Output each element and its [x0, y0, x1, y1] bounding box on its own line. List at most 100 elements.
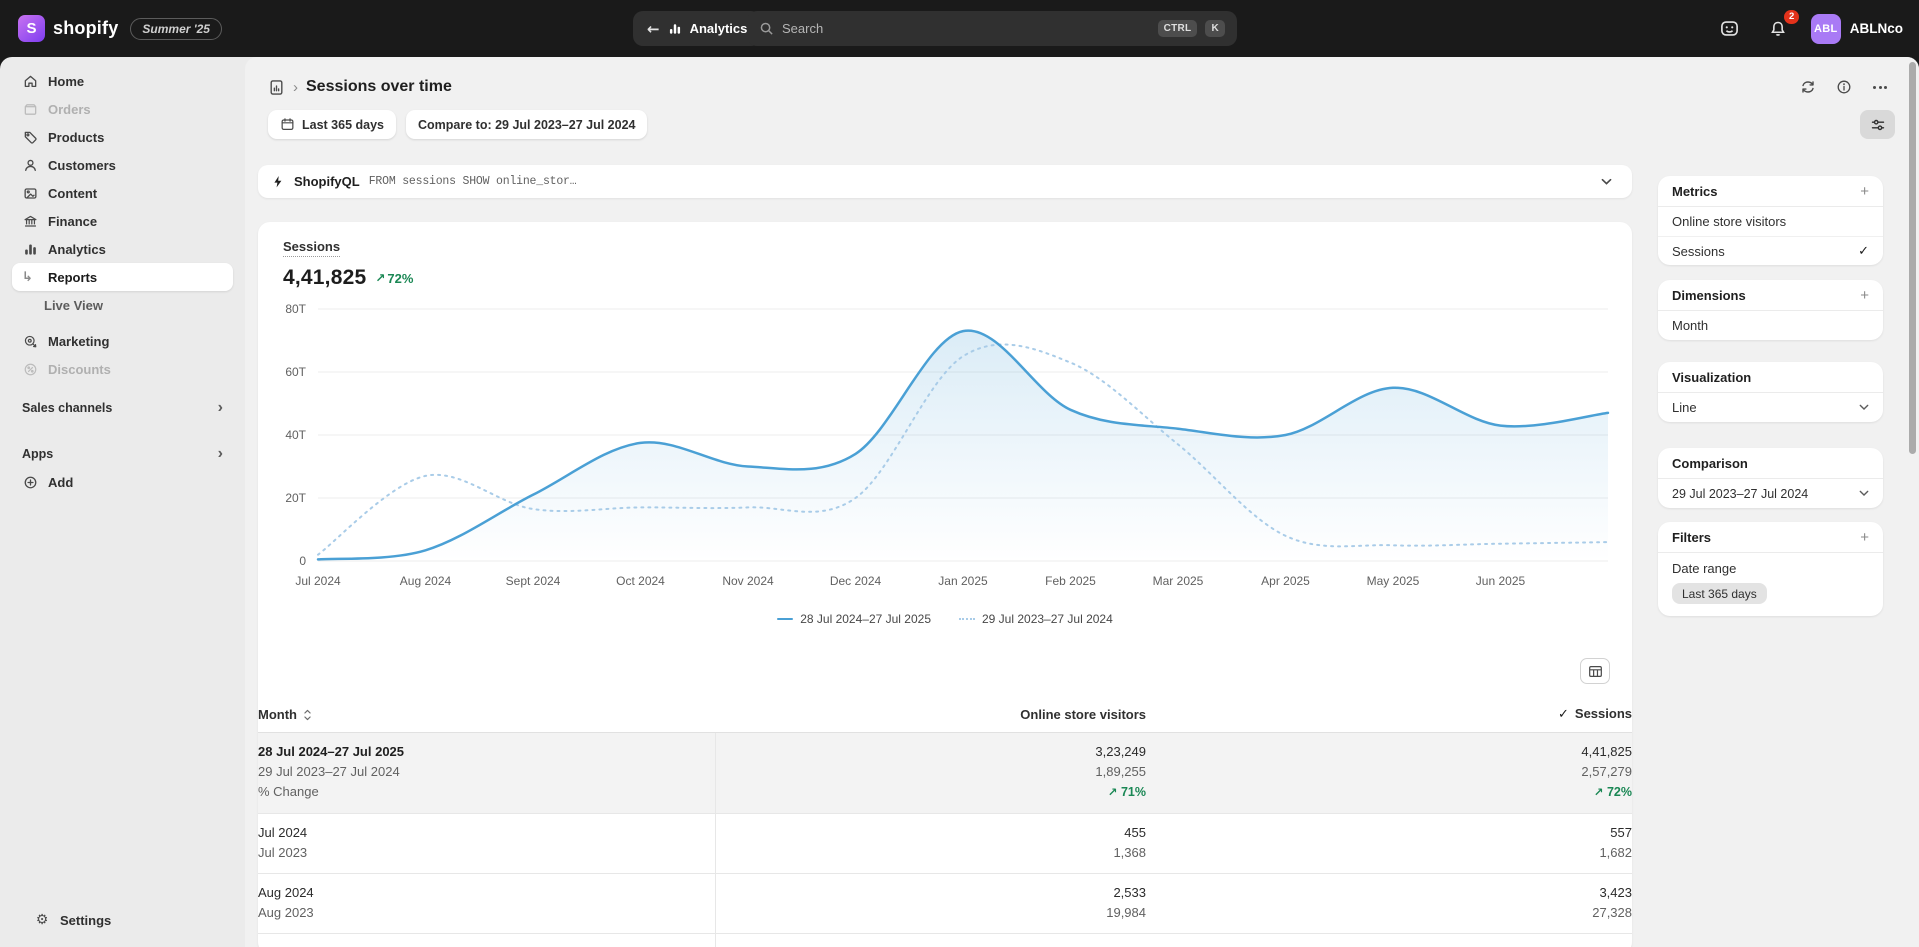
- svg-text:20T: 20T: [285, 491, 306, 505]
- sidekick-button[interactable]: [1715, 14, 1745, 44]
- vertical-scrollbar: [1908, 60, 1916, 947]
- store-menu-button[interactable]: ABL ABLNco: [1810, 13, 1903, 44]
- legend-item-current: 28 Jul 2024–27 Jul 2025: [777, 612, 931, 626]
- table-row: Jul 2024 Jul 2023 455 1,368 557 1,682: [258, 813, 1632, 874]
- breadcrumb: › Sessions over time: [268, 73, 452, 101]
- content-icon: [22, 186, 38, 201]
- products-icon: [22, 130, 38, 145]
- topbar-right: 2 ABL ABLNco: [1715, 0, 1903, 57]
- check-icon: ✓: [1858, 243, 1869, 259]
- report-card: Sessions 4,41,825 ↗ 72% 0 20T 40T 60T 80T Ju: [258, 222, 1632, 947]
- column-header-online-store-visitors[interactable]: Online store visitors: [715, 698, 1146, 733]
- sidebar-section-apps[interactable]: Apps ›: [22, 445, 223, 462]
- more-actions-button[interactable]: [1865, 73, 1895, 101]
- sidebar-item-discounts[interactable]: Discounts: [12, 355, 233, 383]
- svg-text:80T: 80T: [285, 302, 306, 316]
- shopifyql-expand-button[interactable]: [1593, 169, 1619, 195]
- table-view-button[interactable]: [1580, 658, 1610, 684]
- dimensions-panel: Dimensions + Month: [1658, 280, 1883, 340]
- visualization-select[interactable]: Line: [1658, 393, 1883, 422]
- version-badge[interactable]: Summer '25: [130, 17, 222, 40]
- table-summary-row: 28 Jul 2024–27 Jul 2025 29 Jul 2023–27 J…: [258, 732, 1632, 814]
- back-to-analytics-button[interactable]: ← Analytics: [633, 11, 762, 46]
- sidebar-item-home[interactable]: Home: [12, 67, 233, 95]
- search-placeholder: Search: [782, 21, 824, 36]
- gear-icon: ⚙: [35, 912, 49, 928]
- page-title: Sessions over time: [306, 78, 452, 95]
- info-button[interactable]: [1829, 73, 1859, 101]
- customise-panel-toggle-button[interactable]: [1860, 110, 1895, 139]
- svg-text:0: 0: [299, 554, 306, 568]
- filters-panel-title: Filters: [1672, 529, 1712, 545]
- chevron-right-icon: ›: [217, 445, 223, 462]
- date-range-button[interactable]: Last 365 days: [268, 110, 396, 139]
- plus-circle-icon: [22, 475, 38, 490]
- metric-option-sessions[interactable]: Sessions ✓: [1658, 236, 1883, 265]
- table-header-row: Month Online store visitors ✓ Sessions: [258, 698, 1632, 733]
- sidebar-item-marketing[interactable]: Marketing: [12, 327, 233, 355]
- chevron-down-icon: [1859, 490, 1869, 497]
- comparison-panel: Comparison 29 Jul 2023–27 Jul 2024: [1658, 448, 1883, 508]
- add-metric-button[interactable]: +: [1860, 182, 1869, 200]
- sidebar-item-add[interactable]: Add: [12, 468, 233, 496]
- info-icon: [1837, 80, 1851, 94]
- metric-option-online-store-visitors[interactable]: Online store visitors: [1672, 214, 1787, 229]
- svg-text:Aug 2024: Aug 2024: [400, 574, 452, 588]
- sidebar-item-customers[interactable]: Customers: [12, 151, 233, 179]
- analytics-icon: [22, 242, 38, 257]
- scrollbar-thumb[interactable]: [1909, 62, 1916, 454]
- column-header-sessions[interactable]: ✓ Sessions: [1146, 698, 1632, 733]
- search-input[interactable]: Search CTRL K: [747, 11, 1237, 46]
- svg-text:Jul 2024: Jul 2024: [295, 574, 341, 588]
- back-arrow-icon: ←: [647, 19, 660, 38]
- comparison-select[interactable]: 29 Jul 2023–27 Jul 2024: [1658, 479, 1883, 508]
- visualization-panel-title: Visualization: [1672, 369, 1752, 385]
- orders-icon: [22, 102, 38, 117]
- svg-text:Dec 2024: Dec 2024: [830, 574, 882, 588]
- sidebar-item-content[interactable]: Content: [12, 179, 233, 207]
- metric-label[interactable]: Sessions: [283, 239, 341, 257]
- refresh-report-button[interactable]: [1793, 73, 1823, 101]
- bar-chart-icon: [668, 22, 682, 36]
- sidebar-item-orders[interactable]: Orders: [12, 95, 233, 123]
- legend-swatch-current: [777, 617, 794, 621]
- sidebar-item-products[interactable]: Products: [12, 123, 233, 151]
- shopifyql-label: ShopifyQL: [294, 174, 360, 189]
- column-header-month[interactable]: Month: [258, 698, 715, 733]
- chevron-right-icon: ›: [217, 399, 223, 416]
- shopifyql-bar[interactable]: ShopifyQL FROM sessions SHOW online_stor…: [258, 165, 1632, 198]
- visualization-panel: Visualization Line: [1658, 362, 1883, 422]
- metrics-panel: Metrics + Online store visitors Sessions…: [1658, 176, 1883, 265]
- report-doc-icon: [268, 79, 285, 96]
- legend-item-previous: 29 Jul 2023–27 Jul 2024: [959, 612, 1113, 626]
- sidebar-item-settings[interactable]: ⚙ Settings: [24, 906, 245, 934]
- calendar-icon: [280, 117, 295, 132]
- svg-text:Nov 2024: Nov 2024: [722, 574, 774, 588]
- dimensions-panel-title: Dimensions: [1672, 287, 1746, 303]
- lightning-bolt-icon: [271, 175, 285, 189]
- shopify-bag-icon: S: [18, 15, 45, 42]
- table-row: Sept 2024 Sept 2023 16,317 12,130 21,225…: [258, 933, 1632, 947]
- search-icon: [759, 21, 774, 36]
- home-icon: [22, 74, 38, 89]
- compare-to-button[interactable]: Compare to: 29 Jul 2023–27 Jul 2024: [406, 110, 648, 139]
- svg-text:Jun 2025: Jun 2025: [1476, 574, 1526, 588]
- sidebar-item-reports[interactable]: ↳ Reports: [12, 263, 233, 291]
- sidebar-section-sales-channels[interactable]: Sales channels ›: [22, 399, 223, 416]
- bell-icon: [1770, 21, 1785, 36]
- metrics-panel-title: Metrics: [1672, 183, 1718, 199]
- add-dimension-button[interactable]: +: [1860, 286, 1869, 304]
- shopify-logo[interactable]: S shopify: [18, 15, 118, 42]
- sidebar-item-live-view[interactable]: Live View: [12, 291, 233, 319]
- svg-text:Oct 2024: Oct 2024: [616, 574, 665, 588]
- sidebar-item-finance[interactable]: Finance: [12, 207, 233, 235]
- chevron-down-icon: [1859, 404, 1869, 411]
- report-controls: Last 365 days Compare to: 29 Jul 2023–27…: [268, 110, 648, 139]
- notifications-button[interactable]: 2: [1763, 9, 1799, 44]
- metric-summary: Sessions 4,41,825 ↗ 72%: [283, 238, 413, 290]
- date-range-chip[interactable]: Last 365 days: [1672, 583, 1767, 604]
- dimension-option-month[interactable]: Month: [1672, 318, 1709, 333]
- sidebar-item-analytics[interactable]: Analytics: [12, 235, 233, 263]
- add-filter-button[interactable]: +: [1860, 528, 1869, 546]
- svg-text:Sept 2024: Sept 2024: [506, 574, 561, 588]
